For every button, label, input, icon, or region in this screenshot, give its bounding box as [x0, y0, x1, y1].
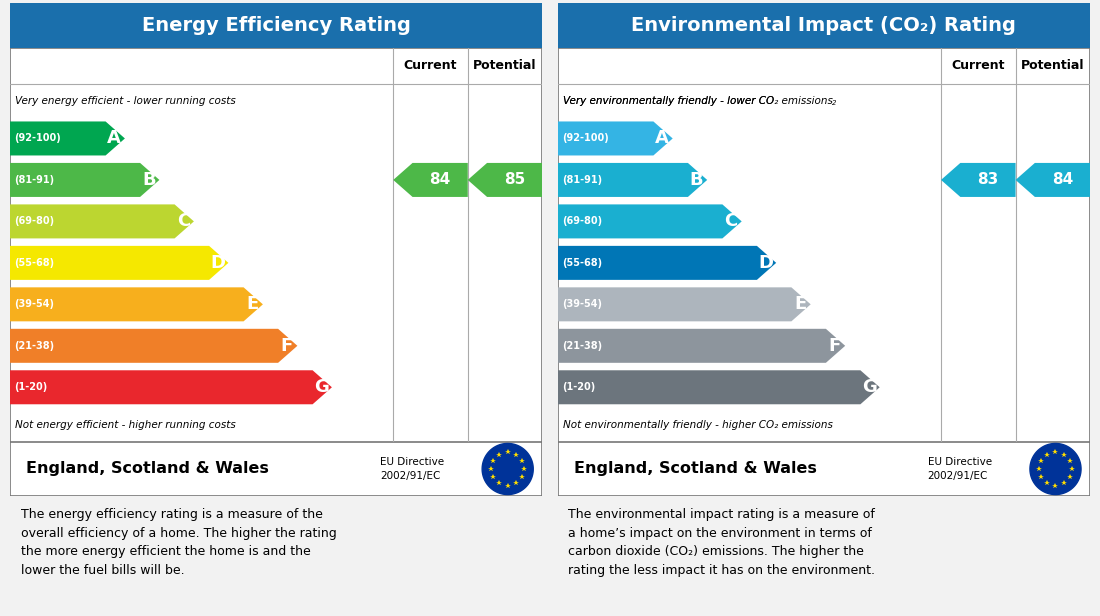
Text: Not energy efficient - higher running costs: Not energy efficient - higher running co…	[15, 419, 236, 430]
Text: Potential: Potential	[1021, 59, 1085, 73]
Text: (21-38): (21-38)	[562, 341, 602, 351]
Text: 84: 84	[1052, 172, 1074, 187]
Text: C: C	[725, 213, 738, 230]
Text: A: A	[108, 129, 121, 147]
Polygon shape	[10, 246, 229, 280]
Text: 85: 85	[504, 172, 526, 187]
Text: D: D	[758, 254, 773, 272]
Polygon shape	[10, 370, 332, 404]
Polygon shape	[558, 205, 741, 238]
Polygon shape	[10, 329, 297, 363]
Text: Current: Current	[952, 59, 1005, 73]
Text: 84: 84	[429, 172, 451, 187]
Text: (39-54): (39-54)	[14, 299, 54, 309]
Text: (92-100): (92-100)	[562, 134, 608, 144]
Polygon shape	[10, 287, 263, 322]
Text: D: D	[210, 254, 225, 272]
Polygon shape	[10, 121, 125, 155]
Text: England, Scotland & Wales: England, Scotland & Wales	[574, 461, 816, 477]
Text: (55-68): (55-68)	[14, 258, 54, 268]
Text: Current: Current	[404, 59, 458, 73]
Text: (69-80): (69-80)	[562, 216, 602, 227]
Text: Environmental Impact (CO₂) Rating: Environmental Impact (CO₂) Rating	[631, 16, 1016, 35]
Text: The energy efficiency rating is a measure of the
overall efficiency of a home. T: The energy efficiency rating is a measur…	[21, 508, 337, 577]
Text: C: C	[177, 213, 190, 230]
Polygon shape	[558, 163, 707, 197]
Polygon shape	[1030, 444, 1081, 495]
Text: A: A	[656, 129, 669, 147]
Text: The environmental impact rating is a measure of
a home’s impact on the environme: The environmental impact rating is a mea…	[569, 508, 876, 577]
Polygon shape	[558, 246, 777, 280]
Text: (55-68): (55-68)	[562, 258, 602, 268]
Text: Potential: Potential	[473, 59, 537, 73]
Polygon shape	[940, 163, 1015, 197]
Polygon shape	[10, 205, 194, 238]
Text: F: F	[280, 337, 293, 355]
Polygon shape	[558, 287, 811, 322]
Text: B: B	[690, 171, 703, 189]
Text: (92-100): (92-100)	[14, 134, 60, 144]
Text: 83: 83	[977, 172, 999, 187]
Polygon shape	[393, 163, 468, 197]
Text: Very environmentally friendly - lower CO: Very environmentally friendly - lower CO	[563, 96, 774, 106]
Polygon shape	[558, 329, 845, 363]
Text: Not environmentally friendly - higher CO₂ emissions: Not environmentally friendly - higher CO…	[563, 419, 833, 430]
Polygon shape	[482, 444, 534, 495]
Text: EU Directive
2002/91/EC: EU Directive 2002/91/EC	[927, 458, 992, 480]
Text: (81-91): (81-91)	[562, 175, 602, 185]
Polygon shape	[558, 370, 880, 404]
Polygon shape	[10, 163, 160, 197]
Polygon shape	[558, 121, 673, 155]
Text: F: F	[828, 337, 840, 355]
Polygon shape	[1015, 163, 1090, 197]
Text: (21-38): (21-38)	[14, 341, 54, 351]
Text: (1-20): (1-20)	[562, 383, 595, 392]
Text: E: E	[246, 295, 258, 314]
Text: B: B	[142, 171, 155, 189]
Polygon shape	[468, 163, 542, 197]
Text: EU Directive
2002/91/EC: EU Directive 2002/91/EC	[379, 458, 444, 480]
Text: E: E	[794, 295, 806, 314]
Text: Energy Efficiency Rating: Energy Efficiency Rating	[142, 16, 410, 35]
Text: Very energy efficient - lower running costs: Very energy efficient - lower running co…	[15, 96, 236, 106]
Text: G: G	[861, 378, 877, 396]
Text: G: G	[314, 378, 329, 396]
Text: (1-20): (1-20)	[14, 383, 47, 392]
Text: England, Scotland & Wales: England, Scotland & Wales	[26, 461, 268, 477]
Text: (69-80): (69-80)	[14, 216, 54, 227]
Text: (81-91): (81-91)	[14, 175, 54, 185]
Text: Very environmentally friendly - lower CO₂ emissions: Very environmentally friendly - lower CO…	[563, 96, 833, 106]
Text: 2: 2	[832, 100, 836, 106]
Text: (39-54): (39-54)	[562, 299, 602, 309]
